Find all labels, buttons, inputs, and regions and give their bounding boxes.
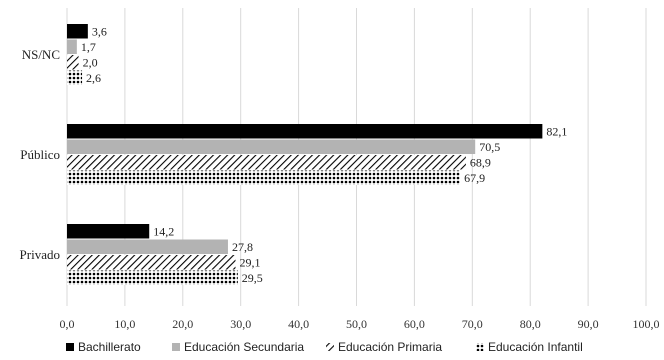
legend-entry: Educación Primaria bbox=[338, 340, 442, 354]
category-label: Público bbox=[20, 147, 60, 162]
x-tick-label: 100,0 bbox=[633, 317, 660, 331]
legend-swatch bbox=[476, 343, 484, 351]
x-tick-label: 50,0 bbox=[346, 317, 367, 331]
data-label: 67,9 bbox=[464, 171, 485, 185]
data-label: 3,6 bbox=[92, 25, 107, 39]
data-label: 27,8 bbox=[232, 240, 253, 254]
x-tick-label: 70,0 bbox=[462, 317, 483, 331]
category-label: Privado bbox=[20, 247, 60, 262]
x-tick-label: 0,0 bbox=[60, 317, 75, 331]
bar bbox=[67, 155, 466, 170]
x-tick-label: 20,0 bbox=[172, 317, 193, 331]
x-tick-label: 90,0 bbox=[578, 317, 599, 331]
bar bbox=[67, 24, 88, 39]
bar bbox=[67, 255, 236, 270]
bar bbox=[67, 70, 83, 85]
data-label: 2,6 bbox=[86, 71, 101, 85]
x-axis-ticks: 0,0 10,0 20,0 30,0 40,0 50,0 60,0 70,0 80,0 90,0 1… bbox=[60, 317, 660, 331]
data-label: 82,1 bbox=[546, 125, 567, 139]
bar bbox=[67, 39, 77, 54]
legend-swatch bbox=[326, 343, 334, 351]
data-label: 29,5 bbox=[242, 271, 263, 285]
bars: 3,61,7 2,02,6 82,1 70,5 68,967,9 14,2 27,8 29,1… bbox=[67, 24, 567, 285]
data-label: 70,5 bbox=[479, 140, 500, 154]
bar bbox=[67, 55, 79, 70]
data-label: 29,1 bbox=[239, 256, 260, 270]
x-tick-label: 80,0 bbox=[520, 317, 541, 331]
x-tick-label: 30,0 bbox=[230, 317, 251, 331]
legend-entry: Educación Secundaria bbox=[184, 340, 304, 354]
bar bbox=[67, 124, 543, 139]
category-label: NS/NC bbox=[22, 47, 60, 62]
x-tick-label: 60,0 bbox=[404, 317, 425, 331]
bar bbox=[67, 139, 476, 154]
bar bbox=[67, 224, 150, 239]
data-label: 68,9 bbox=[470, 156, 491, 170]
x-tick-label: 10,0 bbox=[114, 317, 135, 331]
bar bbox=[67, 239, 228, 254]
legend-swatch bbox=[172, 343, 180, 351]
data-label: 1,7 bbox=[81, 40, 96, 54]
legend-entry: Educación Infantil bbox=[488, 340, 583, 354]
x-tick-label: 40,0 bbox=[288, 317, 309, 331]
legend-swatch bbox=[66, 343, 74, 351]
bar bbox=[67, 270, 238, 285]
bar bbox=[67, 170, 461, 185]
legend-entry: Bachillerato bbox=[78, 340, 141, 354]
category-labels: NS/NC Público Privado bbox=[20, 47, 60, 262]
legend: Bachillerato Educación Secundaria Educació… bbox=[66, 340, 583, 354]
data-label: 14,2 bbox=[153, 225, 174, 239]
data-label: 2,0 bbox=[83, 56, 98, 70]
